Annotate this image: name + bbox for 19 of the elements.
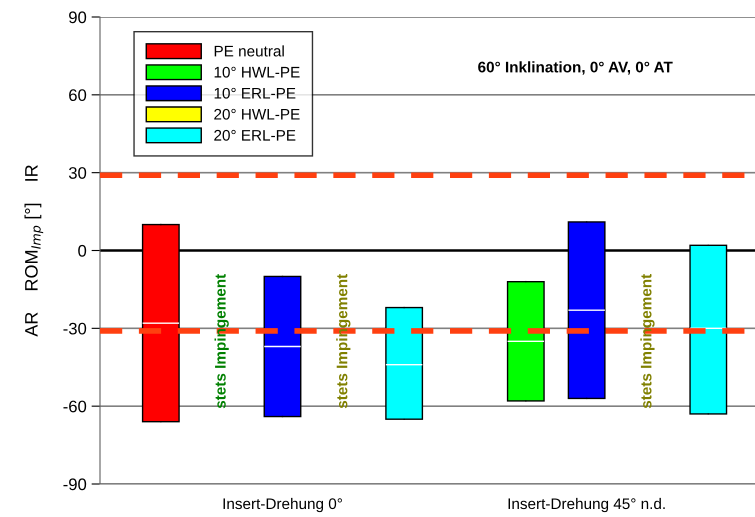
legend-label: 20° ERL-PE bbox=[214, 130, 296, 141]
legend-label: PE neutral bbox=[214, 45, 284, 57]
annotation: stets Impingement bbox=[640, 274, 655, 408]
legend-label: 10° ERL-PE bbox=[214, 88, 296, 99]
x-tick-label: Insert-Drehung 0° bbox=[224, 498, 342, 512]
y-tick-label: 0 bbox=[78, 244, 86, 257]
text: 60° Inklination, 0° AV, 0° AT bbox=[478, 61, 673, 75]
legend-label: 20° HWL-PE bbox=[214, 108, 300, 120]
legend-label: 10° HWL-PE bbox=[214, 66, 300, 78]
annotation: stets Impingement bbox=[336, 274, 350, 408]
y-tick-label: 30 bbox=[68, 167, 86, 179]
y-tick-label: -30 bbox=[63, 322, 86, 335]
annotation: stets Impingement bbox=[214, 274, 229, 408]
y-axis-title: AR ROM$_{Imp}$ [°] IR bbox=[24, 165, 44, 337]
x-tick-label: Insert-Drehung 45° n.d. bbox=[508, 498, 665, 512]
y-tick-label: -60 bbox=[63, 400, 86, 412]
y-tick-label: 60 bbox=[69, 89, 86, 102]
y-tick-label: -90 bbox=[63, 478, 86, 490]
y-tick-label: 90 bbox=[69, 11, 86, 24]
